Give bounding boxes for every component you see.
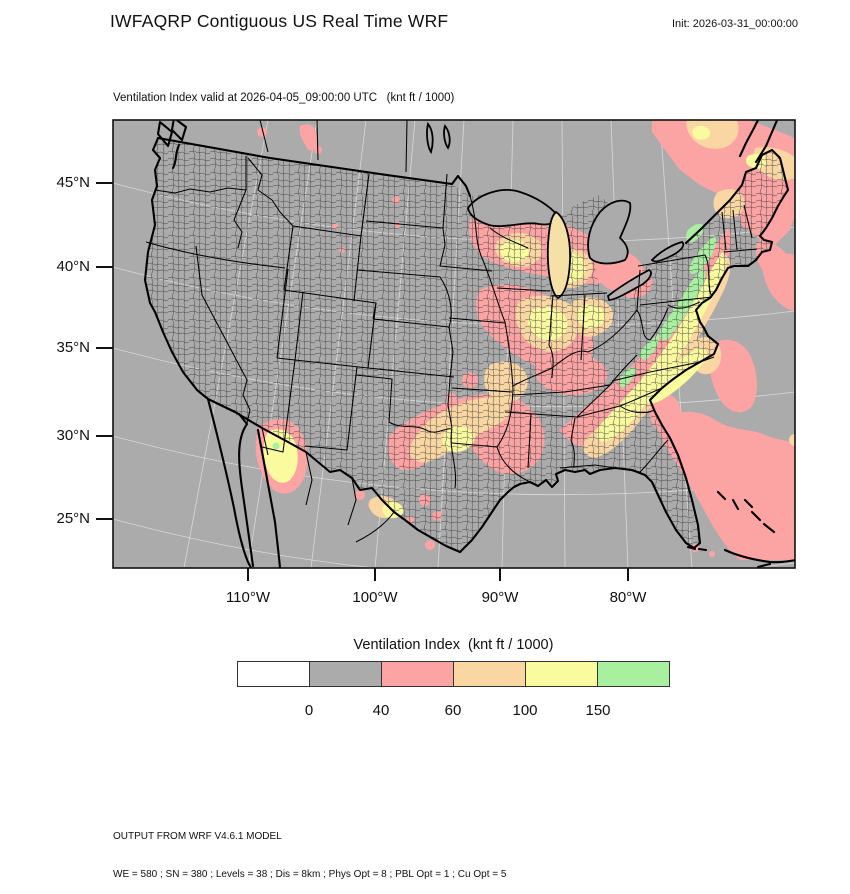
map-ocean-background bbox=[113, 120, 795, 568]
ventilation-index-field bbox=[255, 120, 795, 560]
lat-label-25: 25°N bbox=[56, 510, 90, 527]
graticule bbox=[113, 120, 795, 568]
lon-tick-80 bbox=[627, 568, 629, 581]
lon-tick-110 bbox=[247, 568, 249, 581]
legend-cell-100-150 bbox=[525, 662, 597, 686]
lon-label-110: 110°W bbox=[225, 589, 271, 606]
legend-cell-below-0 bbox=[238, 662, 309, 686]
legend-cell-40-60 bbox=[381, 662, 453, 686]
lon-tick-90 bbox=[499, 568, 501, 581]
legend-cell-above-150 bbox=[597, 662, 669, 686]
lon-label-80: 80°W bbox=[609, 589, 647, 606]
conus-map-graphic bbox=[112, 119, 796, 569]
legend-tick-0: 0 bbox=[304, 702, 314, 719]
init-timestamp: Init: 2026-03-31_00:00:00 bbox=[672, 18, 798, 30]
legend-cell-60-100 bbox=[453, 662, 525, 686]
legend-tick-100: 100 bbox=[512, 702, 538, 719]
legend-colorbar bbox=[237, 661, 670, 687]
coastlines-national-borders bbox=[143, 120, 795, 568]
footer-line-1: OUTPUT FROM WRF V4.6.1 MODEL bbox=[113, 831, 282, 842]
page-title: IWFAQRP Contiguous US Real Time WRF bbox=[110, 11, 449, 31]
lat-tick-30 bbox=[96, 435, 113, 437]
lon-tick-100 bbox=[374, 568, 376, 581]
state-boundaries bbox=[145, 120, 758, 543]
lon-label-100: 100°W bbox=[352, 589, 398, 606]
lat-tick-40 bbox=[96, 266, 113, 268]
lat-label-30: 30°N bbox=[56, 427, 90, 444]
lat-label-45: 45°N bbox=[56, 174, 90, 191]
legend-tick-40: 40 bbox=[372, 702, 390, 719]
valid-time-label: Ventilation Index valid at 2026-04-05_09… bbox=[113, 92, 455, 104]
lon-label-90: 90°W bbox=[481, 589, 519, 606]
map-frame bbox=[112, 119, 796, 569]
lat-tick-25 bbox=[96, 518, 113, 520]
legend-title: Ventilation Index (knt ft / 1000) bbox=[353, 637, 554, 653]
legend-cell-0-40 bbox=[309, 662, 381, 686]
county-boundaries-texture bbox=[145, 138, 788, 552]
wrf-plot-page: { "header": { "title": "IWFAQRP Contiguo… bbox=[56, 11, 798, 880]
lat-tick-45 bbox=[96, 182, 113, 184]
lat-label-35: 35°N bbox=[56, 339, 90, 356]
legend-tick-60: 60 bbox=[444, 702, 462, 719]
lat-label-40: 40°N bbox=[56, 258, 90, 275]
footer-line-2: WE = 580 ; SN = 380 ; Levels = 38 ; Dis … bbox=[113, 868, 507, 880]
great-lakes bbox=[426, 122, 685, 301]
legend-tick-150: 150 bbox=[585, 702, 611, 719]
lat-tick-35 bbox=[96, 347, 113, 349]
